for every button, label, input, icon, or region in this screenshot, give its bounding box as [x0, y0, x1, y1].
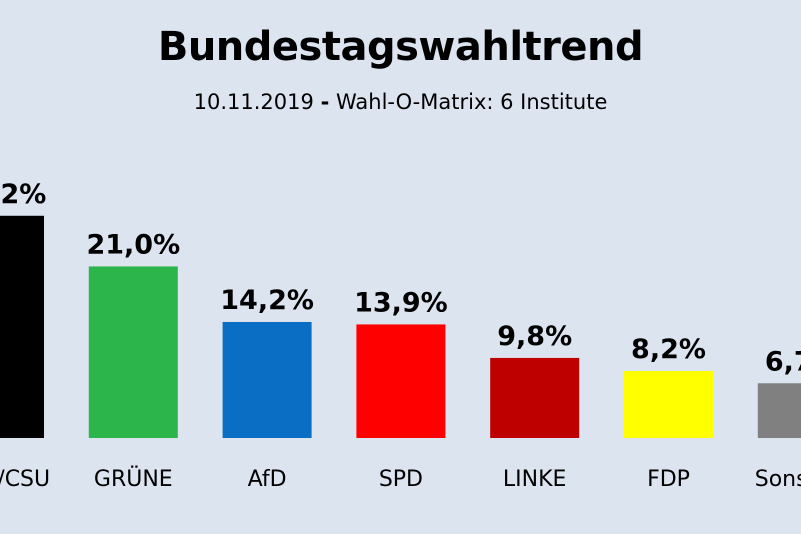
bar-linke: [490, 357, 580, 438]
chart-subtitle: 10.11.2019 - Wahl-O-Matrix: 6 Institute: [0, 90, 801, 114]
bar-gr-ne: [88, 266, 178, 438]
category-label-gr-ne: GRÜNE: [94, 466, 173, 492]
subtitle-date: 10.11.2019: [193, 90, 314, 114]
category-label-fdp: FDP: [647, 467, 690, 492]
category-label-linke: LINKE: [503, 467, 567, 492]
bar-cdu-csu: [0, 215, 44, 438]
bar-spd: [356, 324, 446, 438]
category-label-sonstige: Sonstige: [755, 467, 801, 492]
subtitle-source: Wahl-O-Matrix: 6 Institute: [335, 90, 608, 114]
value-label-spd: 13,9%: [354, 287, 448, 318]
category-label-spd: SPD: [379, 467, 423, 492]
value-label-sonstige: 6,7%: [765, 346, 801, 377]
bar-fdp: [624, 371, 713, 438]
category-label-cdu-csu: CDU/CSU: [0, 467, 50, 492]
value-label-cdu-csu: 27,2%: [0, 179, 46, 210]
category-label-afd: AfD: [248, 467, 287, 492]
bar-sonstige: [757, 383, 801, 438]
value-label-linke: 9,8%: [497, 321, 572, 352]
chart-title: Bundestagswahltrend: [157, 24, 644, 70]
subtitle-separator: -: [320, 90, 330, 114]
bar-afd: [222, 321, 312, 438]
value-label-fdp: 8,2%: [631, 334, 706, 365]
value-label-afd: 14,2%: [220, 285, 314, 316]
value-label-gr-ne: 21,0%: [86, 229, 180, 260]
